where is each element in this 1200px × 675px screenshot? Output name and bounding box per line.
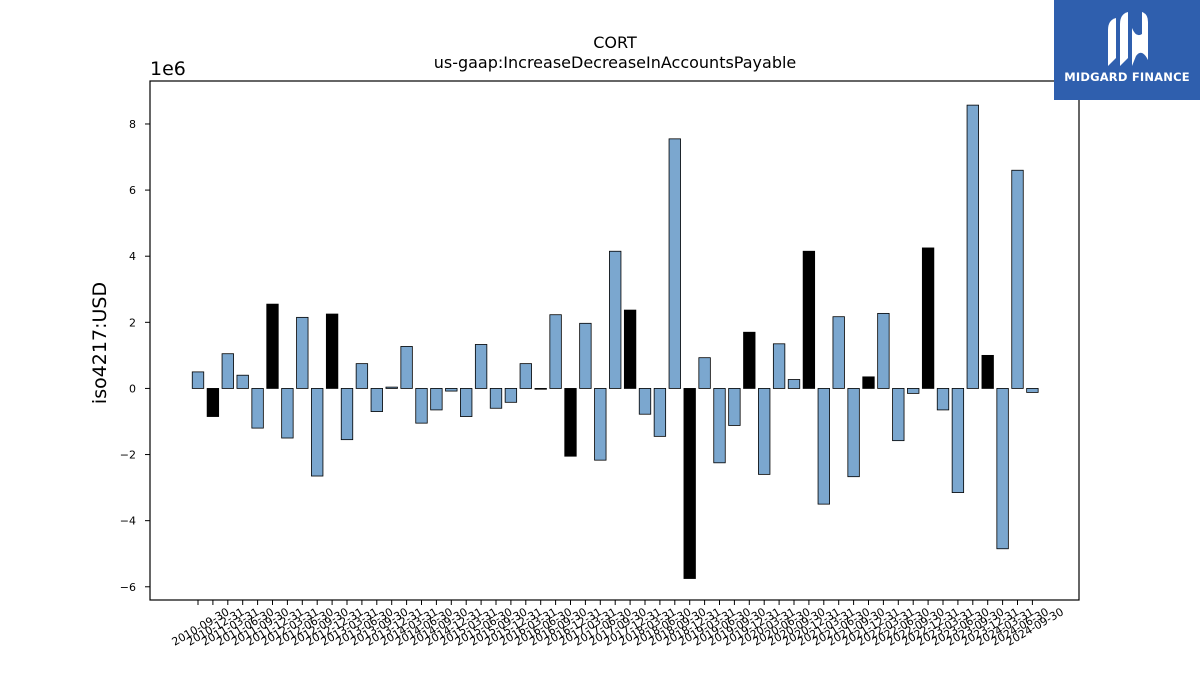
bar-2020-09-30 <box>787 379 801 389</box>
bar-2020-03-31 <box>758 388 771 475</box>
y-tick-label: −6 <box>120 581 136 594</box>
bar-2019-12-31 <box>743 331 756 389</box>
bar-2012-03-31 <box>281 388 294 439</box>
bar-2017-12-31 <box>623 309 637 389</box>
bar-2023-06-30 <box>951 388 965 493</box>
bar-2018-12-31 <box>683 388 696 579</box>
bar-2013-09-30 <box>370 388 383 412</box>
bar-2019-06-30 <box>713 388 726 464</box>
bar-2022-06-30 <box>892 388 905 442</box>
x-axis-ticks: 2010-09-302010-12-312011-03-312011-06-30… <box>170 600 1066 649</box>
bar-2015-09-30 <box>489 388 503 409</box>
bar-2016-03-31 <box>519 363 532 389</box>
bar-2023-09-30 <box>966 104 979 389</box>
bar-2012-09-30 <box>311 388 324 477</box>
bar-2015-12-31 <box>504 388 518 403</box>
bar-2017-06-30 <box>594 388 607 461</box>
bar-2014-03-31 <box>400 346 413 389</box>
bar-2018-03-31 <box>638 388 652 415</box>
bar-2024-09-30 <box>1026 388 1039 393</box>
bar-2018-09-30 <box>668 138 681 389</box>
bar-2024-03-31 <box>996 388 1009 550</box>
brand-logo: MIDGARD FINANCE <box>1054 0 1200 100</box>
bar-2022-12-31 <box>921 247 935 389</box>
bar-2011-03-31 <box>221 353 234 389</box>
bar-2013-12-31 <box>385 386 398 389</box>
bar-2012-12-31 <box>325 313 339 389</box>
y-tick-label: 2 <box>129 316 136 329</box>
bar-2018-06-30 <box>653 388 667 437</box>
bar-2019-03-31 <box>698 357 711 389</box>
y-tick-label: 6 <box>129 184 136 197</box>
bar-2021-06-30 <box>832 316 845 389</box>
bar-2024-06-30 <box>1011 169 1024 389</box>
bar-2021-03-31 <box>817 388 830 505</box>
bar-2013-06-30 <box>355 363 369 389</box>
chart-subtitle: us-gaap:IncreaseDecreaseInAccountsPayabl… <box>434 53 797 72</box>
bar-2022-03-31 <box>877 312 890 389</box>
bar-2013-03-31 <box>340 388 354 441</box>
bar-2012-06-30 <box>296 316 309 389</box>
bar-2023-12-31 <box>981 354 994 389</box>
bar-2011-12-31 <box>266 303 279 389</box>
y-tick-label: 0 <box>129 382 136 395</box>
bar-2011-06-30 <box>236 374 249 389</box>
bar-2016-09-30 <box>549 314 562 389</box>
bar-2016-06-30 <box>534 388 547 390</box>
y-tick-label: 4 <box>129 250 136 263</box>
bar-2014-12-31 <box>445 388 458 392</box>
bar-group <box>191 104 1039 579</box>
y-tick-label: −4 <box>120 515 136 528</box>
y-axis-label: iso4217:USD <box>89 282 111 404</box>
bar-2011-09-30 <box>251 388 264 429</box>
y-tick-label: −2 <box>120 449 136 462</box>
bar-2017-09-30 <box>609 250 622 389</box>
y-axis-ticks: −6 −4 −2 0 2 4 6 8 <box>120 118 150 594</box>
bar-2014-09-30 <box>430 388 443 411</box>
y-axis-offset-label: 1e6 <box>150 58 186 80</box>
bar-2021-09-30 <box>847 388 860 478</box>
chart-title: CORT <box>593 33 637 52</box>
plot-frame <box>149 80 1080 601</box>
bar-2020-12-31 <box>802 250 816 389</box>
bar-2023-03-31 <box>936 388 950 411</box>
bar-2015-06-30 <box>474 344 488 389</box>
bar-2010-12-31 <box>206 388 220 417</box>
bar-2021-12-31 <box>862 376 875 389</box>
bar-2014-06-30 <box>415 388 428 424</box>
bar-2010-09-30 <box>191 371 205 389</box>
bar-2020-06-30 <box>772 343 786 389</box>
bar-2019-09-30 <box>728 388 741 426</box>
y-tick-label: 8 <box>129 118 136 131</box>
bar-2017-03-31 <box>579 322 592 389</box>
midgard-logo-icon <box>1108 12 1148 66</box>
bar-2022-09-30 <box>907 388 920 394</box>
brand-name: MIDGARD FINANCE <box>1064 70 1190 84</box>
bar-2016-12-31 <box>564 388 577 457</box>
bar-2015-03-31 <box>460 388 473 417</box>
